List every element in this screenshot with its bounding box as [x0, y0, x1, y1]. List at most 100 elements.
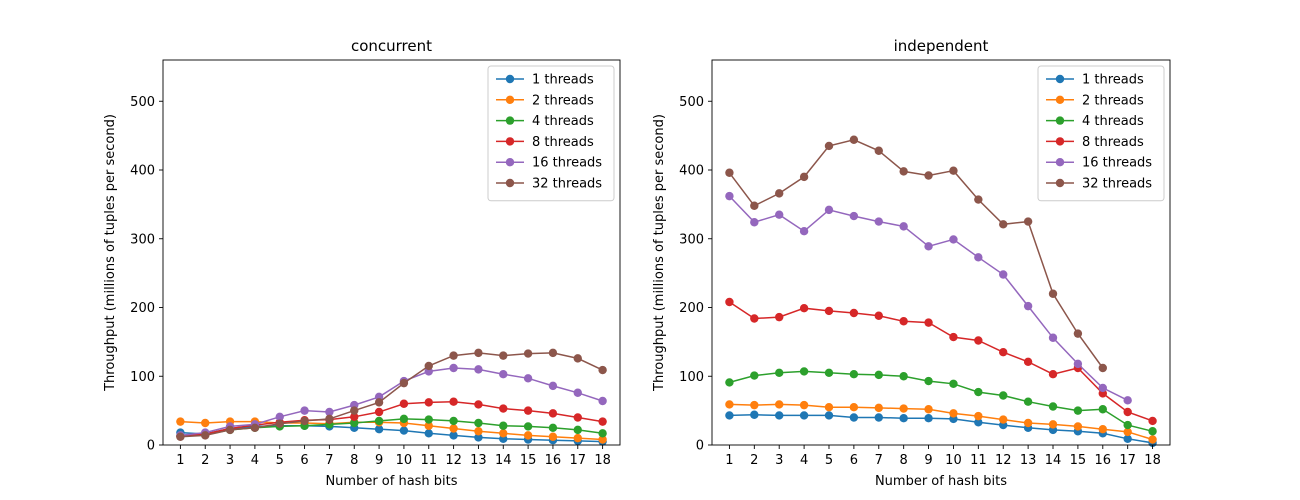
legend-marker — [1055, 95, 1065, 105]
y-axis-label: Throughput (millions of tuples per secon… — [103, 114, 118, 392]
data-point — [874, 217, 883, 226]
legend-entry: 2 threads — [1046, 93, 1144, 108]
data-point — [499, 404, 508, 413]
data-point — [176, 417, 185, 426]
data-point — [974, 387, 983, 397]
data-point — [598, 365, 607, 375]
x-tick-label: 1 — [725, 453, 733, 468]
data-point — [775, 312, 784, 322]
data-point — [1023, 217, 1033, 226]
x-tick-label: 15 — [1070, 453, 1087, 468]
x-tick-label: 18 — [594, 453, 611, 468]
x-tick-label: 3 — [226, 453, 234, 468]
data-point — [949, 332, 958, 342]
legend-entry: 32 threads — [496, 177, 602, 192]
data-point — [1123, 420, 1132, 430]
series-1 — [725, 410, 1157, 448]
x-tick-label: 8 — [900, 453, 908, 468]
x-tick-label: 10 — [945, 453, 962, 468]
data-point — [275, 412, 284, 422]
legend-entry: 16 threads — [1046, 156, 1152, 171]
legend-marker — [1055, 178, 1065, 188]
data-point — [750, 410, 759, 419]
data-point — [899, 167, 908, 176]
series-line — [180, 352, 603, 438]
x-tick-label: 12 — [445, 453, 462, 468]
data-point — [399, 399, 409, 408]
x-tick-label: 11 — [420, 453, 437, 468]
data-point — [974, 336, 983, 345]
data-point — [775, 400, 784, 409]
legend: 1 threads 2 threads 4 threads 8 threads 16 t… — [1037, 65, 1165, 202]
x-tick-label: 16 — [545, 453, 562, 468]
legend-label: 32 threads — [532, 177, 602, 192]
data-point — [1098, 363, 1107, 373]
data-point — [424, 421, 433, 430]
data-point — [325, 414, 334, 424]
legend-entry: 1 threads — [496, 73, 594, 88]
x-axis-label: Number of hash bits — [325, 474, 457, 489]
data-point — [325, 407, 334, 417]
data-point — [573, 413, 582, 422]
series-line — [180, 367, 603, 437]
x-tick-label: 2 — [201, 453, 209, 468]
y-tick-label: 400 — [679, 164, 704, 179]
data-point — [824, 205, 834, 215]
data-point — [598, 435, 607, 444]
data-point — [1123, 407, 1132, 417]
data-point — [725, 297, 734, 307]
data-point — [1048, 420, 1058, 429]
x-tick-label: 14 — [1045, 453, 1062, 468]
data-point — [775, 368, 784, 378]
data-point — [824, 141, 834, 151]
data-point — [1148, 435, 1157, 444]
data-point — [924, 171, 933, 180]
data-point — [799, 411, 809, 420]
data-point — [374, 424, 384, 434]
x-tick-label: 4 — [251, 453, 259, 468]
y-tick-label: 400 — [130, 164, 155, 179]
data-point — [424, 429, 433, 438]
chart-title: concurrent — [351, 37, 432, 55]
data-point — [924, 405, 933, 414]
data-point — [799, 303, 809, 313]
data-point — [799, 226, 809, 236]
data-point — [201, 431, 210, 440]
data-point — [176, 432, 185, 441]
data-point — [849, 211, 859, 221]
y-tick-label: 500 — [130, 95, 155, 110]
data-point — [474, 365, 483, 374]
legend-label: 16 threads — [532, 156, 602, 171]
data-point — [598, 396, 607, 406]
chart-title: independent — [894, 37, 989, 55]
data-point — [725, 400, 734, 409]
data-point — [1048, 402, 1058, 411]
data-point — [1048, 333, 1058, 342]
data-point — [725, 411, 734, 420]
x-tick-label: 5 — [825, 453, 833, 468]
data-point — [300, 406, 309, 415]
data-point — [1073, 359, 1083, 369]
legend-label: 1 threads — [1082, 73, 1144, 88]
x-tick-label: 6 — [300, 453, 308, 468]
data-point — [974, 411, 983, 421]
legend-label: 8 threads — [1082, 135, 1144, 150]
y-tick-label: 0 — [147, 439, 155, 454]
data-point — [874, 370, 883, 380]
x-tick-label: 15 — [520, 453, 537, 468]
y-tick-label: 200 — [130, 301, 155, 316]
data-point — [849, 402, 859, 412]
series-3 — [725, 367, 1157, 436]
data-point — [474, 418, 483, 428]
data-point — [573, 433, 582, 443]
data-point — [350, 406, 359, 415]
data-point — [1098, 405, 1107, 414]
y-tick-label: 200 — [679, 301, 704, 316]
legend-marker — [1055, 116, 1065, 125]
data-point — [725, 168, 734, 177]
data-point — [924, 376, 933, 386]
x-tick-label: 2 — [750, 453, 758, 468]
data-point — [999, 270, 1008, 279]
x-tick-label: 7 — [325, 453, 333, 468]
